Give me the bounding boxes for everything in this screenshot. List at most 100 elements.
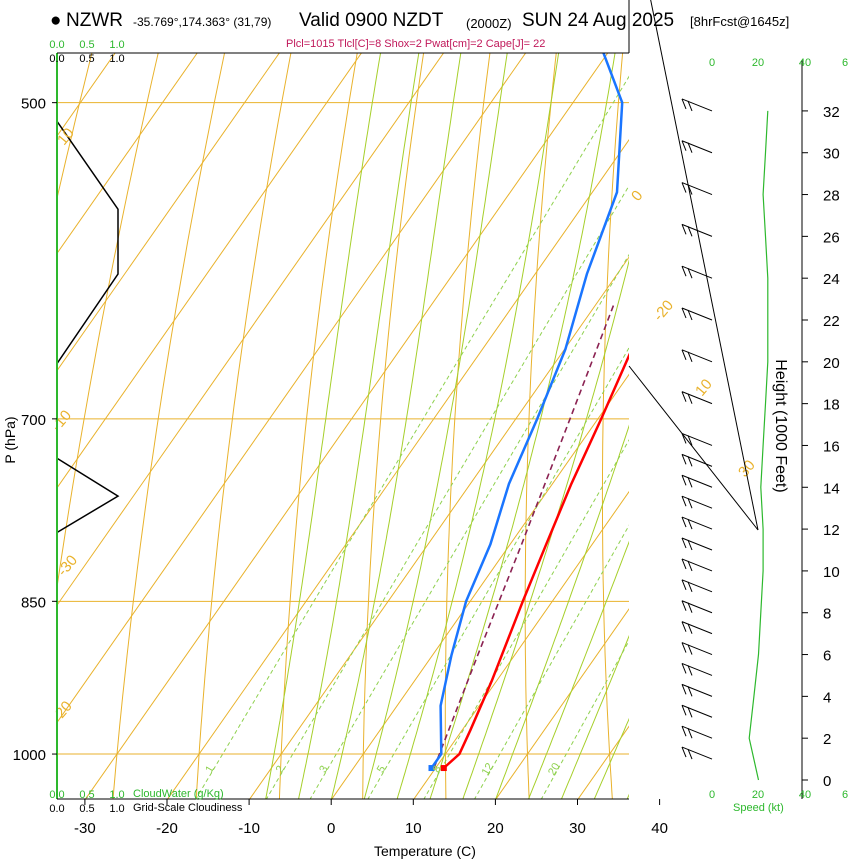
wind-barb-shaft — [681, 683, 713, 697]
moist-adiabat — [363, 53, 508, 799]
moist-adiabat — [528, 540, 629, 799]
height-tick-label: 18 — [823, 397, 840, 414]
wind-barb-flag — [687, 267, 693, 279]
p-tick-label: 500 — [21, 96, 46, 113]
dry-adiabat — [524, 53, 557, 799]
p-tick-label: 700 — [21, 412, 46, 429]
cloudiness-upper — [57, 120, 119, 365]
wind-barb-flag — [687, 644, 693, 655]
wind-barb-flag — [681, 433, 687, 444]
y2-axis-title: Height (1000 Feet) — [772, 359, 789, 492]
wind-barb-flag — [681, 663, 687, 674]
wind-barb-flag — [681, 307, 687, 319]
wind-barb-flag — [681, 475, 687, 486]
wind-barb-flag — [681, 746, 687, 758]
surface-temp-marker — [440, 765, 447, 772]
height-tick-label: 6 — [823, 648, 831, 665]
isotherm — [0, 0, 126, 800]
cloudiness-bottom-tick: 0.0 — [49, 803, 64, 815]
height-tick-label: 16 — [823, 438, 840, 455]
cloudiness-top-tick: 0.0 — [49, 53, 64, 65]
isotherm — [57, 53, 445, 607]
cloudwater-bottom-tick: 1.0 — [109, 789, 124, 801]
wind-barb-flag — [687, 707, 693, 718]
dry-adiabat — [57, 53, 93, 201]
wind-barb-flag — [681, 537, 687, 549]
wind-barb-flag — [681, 705, 687, 716]
wind-panel — [681, 60, 808, 799]
axes — [52, 0, 759, 805]
wind-barb-flag — [681, 642, 687, 653]
dry-adiabat — [444, 53, 491, 799]
dry-adiabat — [0, 0, 210, 800]
wind-barb-flag — [687, 727, 693, 739]
wind-barb-flag — [687, 623, 693, 634]
cloudiness-bottom-tick: 1.0 — [109, 803, 124, 815]
mixing-ratio-line — [423, 439, 629, 799]
mixing-ratio-line — [367, 346, 629, 799]
wind-barb-flag — [681, 621, 687, 632]
dewpoint-line — [430, 53, 624, 769]
mixing-ratio-line — [540, 639, 629, 799]
wind-barb-flag — [681, 725, 687, 737]
wind-barb-flag — [687, 602, 693, 613]
wind-barb-shaft — [681, 621, 713, 635]
mixing-ratio-label: 8 — [431, 764, 444, 775]
isotherm — [57, 53, 363, 489]
x-tick-label: -30 — [74, 820, 96, 837]
x-tick-label: 30 — [569, 820, 586, 837]
wind-barb-flag — [687, 100, 693, 112]
forecast-tag: [8hrFcst@1645z] — [690, 14, 790, 29]
wind-barb-flag — [687, 309, 693, 321]
wind-barb-flag — [687, 393, 693, 404]
mixing-ratio-label: 5 — [375, 764, 388, 775]
cloudwater-top-tick: 0.5 — [79, 39, 94, 51]
isotherm — [249, 256, 629, 799]
wind-barb-flag — [687, 142, 693, 153]
parcel-trace — [433, 304, 615, 769]
wind-barb-shaft — [681, 98, 713, 112]
cloudiness-lower — [57, 457, 120, 534]
wind-barb-flag — [681, 391, 687, 402]
mixing-ratio-label: 2 — [274, 764, 287, 775]
mixing-ratio-line — [309, 253, 629, 799]
wind-barb-shaft — [681, 642, 713, 656]
wind-barb-shaft — [681, 140, 713, 154]
wind-barb-flag — [681, 454, 687, 465]
cloudiness-label: Grid-Scale Cloudiness — [133, 802, 243, 814]
isotherm — [57, 53, 198, 255]
wind-barb-flag — [681, 579, 687, 591]
wind-barb-shaft — [681, 537, 713, 551]
wind-barb-flag — [681, 265, 687, 277]
isotherm — [660, 0, 850, 800]
height-tick-label: 22 — [823, 313, 840, 330]
height-tick-label: 14 — [823, 480, 840, 497]
x-tick-label: 0 — [327, 820, 335, 837]
mixing-ratio-label: 3 — [317, 764, 330, 775]
moist-adiabat — [298, 53, 420, 799]
isotherm — [57, 53, 280, 372]
wind-barb-shaft — [681, 662, 713, 676]
height-tick-label: 32 — [823, 104, 840, 121]
wind-barb-flag — [687, 748, 693, 760]
height-tick-label: 30 — [823, 146, 840, 163]
dry-adiabat — [57, 53, 159, 591]
y-axis-title: P (hPa) — [2, 416, 18, 463]
wind-barb-flag — [681, 98, 687, 110]
wind-barb-shaft — [681, 725, 713, 739]
mixing-ratio-line — [474, 524, 629, 799]
wind-barb-shaft — [681, 223, 713, 237]
moist-adiabat — [396, 53, 560, 799]
wind-barb-flag — [681, 140, 687, 151]
isotherm — [57, 53, 527, 724]
height-tick-label: 24 — [823, 271, 840, 288]
wind-barb-shaft — [681, 391, 713, 405]
height-tick-label: 8 — [823, 606, 831, 623]
moist-adiabat — [626, 793, 629, 799]
moist-adiabat — [495, 424, 629, 799]
x-tick-label: 40 — [651, 820, 668, 837]
wind-barb-flag — [687, 477, 693, 488]
speed-bottom-tick: 6 — [842, 789, 848, 801]
dry-adiabat — [112, 53, 226, 799]
mixing-ratio-label: 12 — [480, 761, 497, 778]
